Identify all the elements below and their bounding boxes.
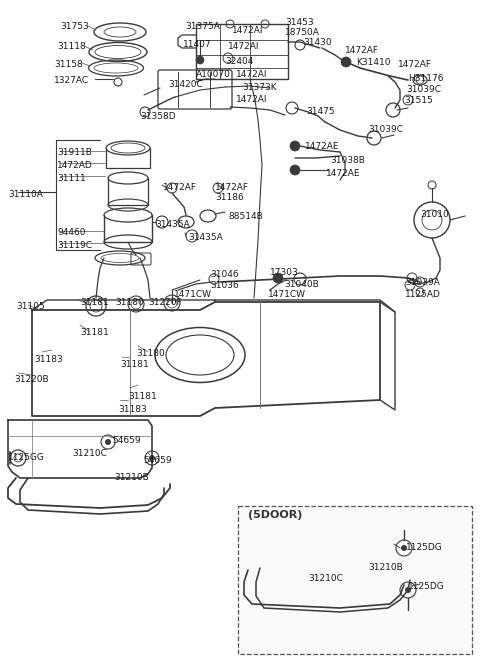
Text: 31210C: 31210C — [72, 449, 107, 458]
Circle shape — [401, 545, 407, 551]
Text: A10070: A10070 — [196, 70, 231, 79]
Circle shape — [290, 165, 300, 175]
Text: 31210B: 31210B — [368, 563, 403, 572]
Text: 1471CW: 1471CW — [174, 290, 212, 299]
Text: 31111: 31111 — [57, 174, 86, 183]
Text: 31753: 31753 — [60, 22, 89, 31]
Text: 31039A: 31039A — [405, 278, 440, 287]
Text: 11407: 11407 — [183, 40, 212, 49]
Text: 54659: 54659 — [143, 456, 172, 465]
Text: 1125DG: 1125DG — [408, 582, 445, 591]
Text: 1472AI: 1472AI — [228, 42, 260, 51]
Text: 31158: 31158 — [54, 60, 83, 69]
Circle shape — [273, 273, 283, 283]
Text: H31176: H31176 — [408, 74, 444, 83]
Text: 31420C: 31420C — [168, 80, 203, 89]
Text: 31105: 31105 — [16, 302, 45, 311]
Text: 31515: 31515 — [404, 96, 433, 105]
Text: 31036: 31036 — [210, 281, 239, 290]
Text: 31358D: 31358D — [140, 112, 176, 121]
Text: 31181: 31181 — [120, 360, 149, 369]
Text: 1472AF: 1472AF — [398, 60, 432, 69]
Text: 94460: 94460 — [57, 228, 85, 237]
Text: 31210B: 31210B — [114, 473, 149, 482]
Text: 31475: 31475 — [306, 107, 335, 116]
Text: 31038B: 31038B — [330, 156, 365, 165]
Text: 31039C: 31039C — [406, 85, 441, 94]
Text: 31220F: 31220F — [148, 298, 181, 307]
Text: K31410: K31410 — [356, 58, 391, 67]
Text: 31430: 31430 — [303, 38, 332, 47]
Text: 1472AI: 1472AI — [232, 26, 264, 35]
Text: 31046: 31046 — [210, 270, 239, 279]
Text: 1472AI: 1472AI — [236, 70, 267, 79]
Text: 31119C: 31119C — [57, 241, 92, 250]
FancyBboxPatch shape — [238, 506, 472, 654]
Text: 31375A: 31375A — [185, 22, 220, 31]
Circle shape — [341, 57, 351, 67]
Text: 31010: 31010 — [420, 210, 449, 219]
Text: 1472AE: 1472AE — [305, 142, 339, 151]
Text: 31183: 31183 — [118, 405, 147, 414]
Text: 31373K: 31373K — [242, 83, 276, 92]
Text: (5DOOR): (5DOOR) — [248, 510, 302, 520]
Text: 31186: 31186 — [215, 193, 244, 202]
Text: 31435A: 31435A — [188, 233, 223, 242]
Text: 17303: 17303 — [270, 268, 299, 277]
Text: 31220B: 31220B — [14, 375, 48, 384]
Text: 31180: 31180 — [115, 298, 144, 307]
Text: 1125GG: 1125GG — [8, 453, 45, 462]
Text: 31180: 31180 — [136, 349, 165, 358]
Text: 31453: 31453 — [285, 18, 313, 27]
Text: 31039C: 31039C — [368, 125, 403, 134]
Text: 31435A: 31435A — [155, 220, 190, 229]
Text: 31181: 31181 — [80, 328, 109, 337]
Text: 31118: 31118 — [57, 42, 86, 51]
Text: 31911B: 31911B — [57, 148, 92, 157]
Text: 31181: 31181 — [128, 392, 157, 401]
Text: 1472AI: 1472AI — [236, 95, 267, 104]
Circle shape — [290, 141, 300, 151]
Text: 54659: 54659 — [112, 436, 141, 445]
Text: 31181: 31181 — [80, 298, 109, 307]
Text: 31183: 31183 — [34, 355, 63, 364]
Text: 1125AD: 1125AD — [405, 290, 441, 299]
Text: 1472AF: 1472AF — [345, 46, 379, 55]
Text: 1125DG: 1125DG — [406, 543, 443, 552]
Text: 1472AF: 1472AF — [163, 183, 197, 192]
Circle shape — [196, 56, 204, 64]
Text: 31110A: 31110A — [8, 190, 43, 199]
Circle shape — [405, 587, 411, 593]
Circle shape — [149, 455, 155, 461]
Text: 1327AC: 1327AC — [54, 76, 89, 85]
Circle shape — [105, 439, 111, 445]
Text: 32404: 32404 — [225, 57, 253, 66]
Text: 31040B: 31040B — [284, 280, 319, 289]
Text: 31210C: 31210C — [308, 574, 343, 583]
Text: 1472AD: 1472AD — [57, 161, 93, 170]
Text: 18750A: 18750A — [285, 28, 320, 37]
Text: 1472AE: 1472AE — [326, 169, 360, 178]
Text: 1472AF: 1472AF — [215, 183, 249, 192]
Text: 1471CW: 1471CW — [268, 290, 306, 299]
Text: 88514B: 88514B — [228, 212, 263, 221]
